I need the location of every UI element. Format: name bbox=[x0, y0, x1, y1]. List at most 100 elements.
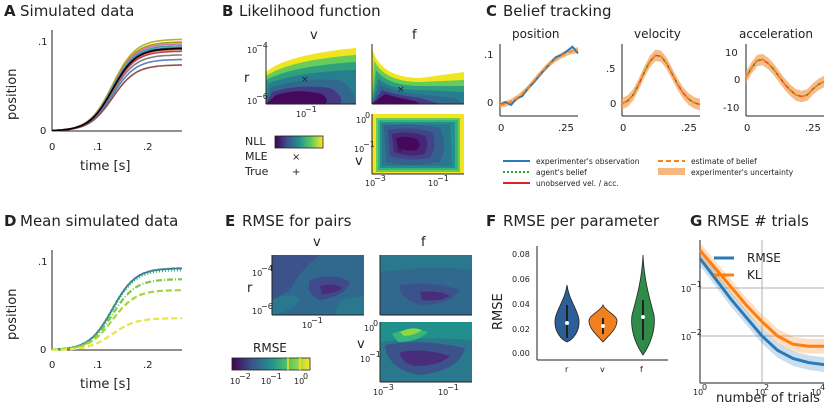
panel-c-vel-xtick-1: .25 bbox=[681, 123, 697, 134]
legend-c-uncert-swatch bbox=[658, 168, 685, 175]
panel-f-ytick-0: 0.08 bbox=[512, 250, 530, 259]
panel-b-fv-xtick-right-base: 10 bbox=[428, 179, 438, 188]
panel-e-heatmap-fr bbox=[380, 255, 472, 315]
panel-a-title: Simulated data bbox=[20, 2, 134, 20]
panel-b-rtick-top-base: 10 bbox=[247, 46, 257, 55]
panel-b-fv-xtick-left-exp: −3 bbox=[374, 174, 386, 183]
curve-d-2 bbox=[51, 269, 183, 351]
panel-b-heatmap-fv: × bbox=[372, 114, 464, 174]
panel-g-xlabel: number of trials bbox=[716, 391, 820, 405]
panel-e-row-r: r bbox=[247, 281, 253, 296]
panel-a-ylabel: position bbox=[5, 69, 20, 121]
panel-e-rtick-bot-exp: −6 bbox=[261, 302, 273, 311]
panel-a-xtick-1: .1 bbox=[93, 142, 103, 153]
panel-g-xtick-0-exp: 0 bbox=[702, 383, 707, 392]
panel-a: A Simulated data .1 0 0 .1 .2 time [s] p… bbox=[4, 2, 183, 174]
panel-e-fv-xtick-right-base: 10 bbox=[438, 388, 448, 397]
curve-d-3 bbox=[51, 278, 182, 351]
panel-a-ytick-top: .1 bbox=[38, 37, 48, 48]
panel-e-rtick-top-base: 10 bbox=[252, 269, 262, 278]
panel-f-ytick-3: 0.02 bbox=[512, 325, 530, 334]
uncertainty-band-1 bbox=[622, 49, 700, 111]
panel-b-fv-ytick-top-exp: 0 bbox=[365, 111, 370, 120]
panel-c-acc-xtick-1: .25 bbox=[805, 123, 821, 134]
panel-c-pos-xtick-0: 0 bbox=[498, 123, 504, 134]
panel-e-col-f: f bbox=[421, 235, 426, 250]
panel-b-colorbar bbox=[274, 135, 324, 149]
panel-c-curves bbox=[499, 45, 825, 111]
panel-f-ytick-4: 0.00 bbox=[512, 349, 530, 358]
panel-e-cbar-tick-0-exp: −2 bbox=[239, 372, 251, 381]
panel-b-heatmap-vr: × bbox=[266, 44, 356, 104]
legend-g-kl: KL bbox=[747, 268, 762, 282]
panel-a-curves bbox=[51, 38, 183, 132]
panel-d-letter: D bbox=[4, 212, 16, 230]
panel-d: D Mean simulated data .1 0 0 .1 .2 time … bbox=[4, 212, 183, 392]
panel-f-xtick-f: f bbox=[640, 365, 643, 374]
panel-g-xtick-2-exp: 4 bbox=[820, 383, 825, 392]
panel-e-cbar-tick-0-base: 10 bbox=[230, 377, 240, 386]
panel-d-ytick-zero: 0 bbox=[40, 345, 46, 356]
panel-f-xtick-v: v bbox=[600, 365, 605, 374]
panel-b-rtick-bot-exp: −6 bbox=[256, 92, 268, 101]
panel-c-pos-xtick-1: .25 bbox=[558, 123, 574, 134]
panel-g-xtick-0-base: 10 bbox=[693, 388, 703, 397]
panel-b-col-v: v bbox=[310, 28, 318, 43]
legend-c-belief: agent's belief bbox=[536, 168, 587, 177]
panel-g-xtick-1-exp: 2 bbox=[764, 383, 769, 392]
estimate-line-2 bbox=[745, 58, 825, 98]
panel-b-row-r: r bbox=[244, 71, 250, 86]
panel-g-xtick-2-base: 10 bbox=[811, 388, 821, 397]
panel-g-ytick-2-base: 10 bbox=[681, 333, 691, 342]
line-rmse bbox=[698, 257, 825, 367]
curve-a-8 bbox=[51, 58, 182, 132]
panel-f-ytick-2: 0.04 bbox=[512, 300, 530, 309]
panel-f-ytick-1: 0.06 bbox=[512, 275, 530, 284]
panel-b-vr-mle-marker: × bbox=[301, 75, 309, 85]
panel-c-letter: C bbox=[486, 2, 497, 20]
panel-e-fv-ytick-top-exp: 0 bbox=[373, 319, 378, 328]
panel-g: G RMSE # trials 10 −1 10 −2 10 0 10 2 10… bbox=[681, 212, 825, 405]
legend-c-unobs: unobserved vel. / acc. bbox=[536, 179, 619, 188]
violin-v-median bbox=[601, 324, 605, 328]
panel-b-fv-ytick-top-base: 10 bbox=[356, 116, 366, 125]
panel-c-acc-xtick-0: 0 bbox=[744, 123, 750, 134]
panel-f: F RMSE per parameter 0.08 0.06 0.04 0.02… bbox=[486, 212, 668, 374]
panel-g-ytick-1-base: 10 bbox=[681, 285, 691, 294]
panel-c-vel-xtick-0: 0 bbox=[620, 123, 626, 134]
panel-c-vel-ytick-top: .5 bbox=[606, 64, 616, 75]
panel-d-xtick-0: 0 bbox=[49, 360, 55, 371]
panel-e-vtick-base: 10 bbox=[302, 321, 312, 330]
panel-c-pos-ytick-top: .1 bbox=[484, 50, 494, 61]
legend-c-obs: experimenter's observation bbox=[536, 157, 640, 166]
panel-e-colorbar bbox=[231, 357, 311, 371]
panel-g-letter: G bbox=[690, 212, 702, 230]
panel-b-heatmap-fr: × bbox=[372, 44, 464, 104]
panel-e-cbar-tick-1-exp: −1 bbox=[270, 372, 282, 381]
curve-a-5 bbox=[51, 48, 182, 132]
panel-a-letter: A bbox=[4, 2, 16, 20]
panel-b-fr-mle-marker: × bbox=[397, 85, 405, 95]
panel-d-curves bbox=[51, 267, 183, 351]
panel-e-col-v: v bbox=[313, 235, 321, 250]
curve-a-10 bbox=[51, 47, 182, 132]
panel-c-acc-ytick-bot: -10 bbox=[723, 103, 739, 114]
panel-b-vtick-exp: −1 bbox=[305, 105, 317, 114]
panel-b-legend-true: True bbox=[244, 165, 269, 178]
panel-c-sub-velocity: velocity bbox=[634, 27, 681, 41]
estimate-line-1 bbox=[621, 54, 701, 106]
panel-e-fv-ytick-mid-base: 10 bbox=[360, 355, 370, 364]
panel-e-fv-ytick-mid-exp: −1 bbox=[369, 350, 381, 359]
panel-g-ytick-2-exp: −2 bbox=[690, 328, 702, 337]
panel-b-fv-ytick-mid-base: 10 bbox=[354, 145, 364, 154]
panel-d-ylabel: position bbox=[5, 289, 20, 341]
panel-b-col-f: f bbox=[412, 28, 417, 43]
panel-a-xlabel: time [s] bbox=[80, 159, 130, 174]
panel-c-title: Belief tracking bbox=[503, 2, 612, 20]
panel-g-xtick-1-base: 10 bbox=[755, 388, 765, 397]
curve-d-5 bbox=[52, 317, 182, 351]
panel-e-fv-ytick-top-base: 10 bbox=[364, 324, 374, 333]
violin-r-median bbox=[565, 321, 569, 325]
panel-e-rtick-bot-base: 10 bbox=[252, 307, 262, 316]
